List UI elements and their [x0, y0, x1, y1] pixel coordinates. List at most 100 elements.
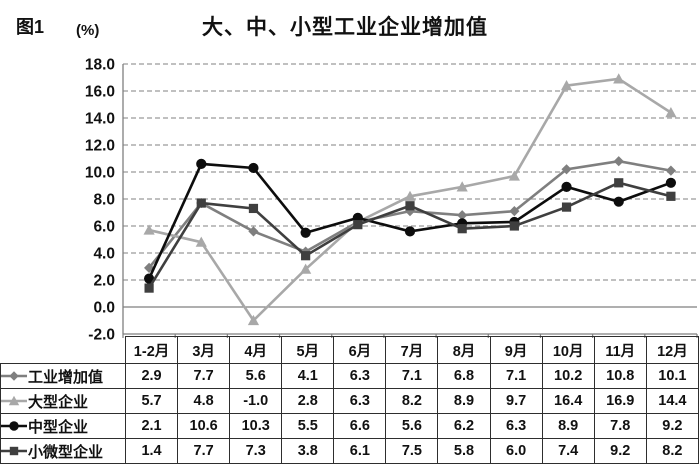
triangle-marker-icon: [8, 395, 20, 406]
value-cell: 7.8: [593, 413, 647, 439]
legend-key: 小微型企业: [1, 441, 125, 462]
y-axis-tick-label: 0.0: [93, 300, 115, 317]
y-axis-tick-label: 18.0: [85, 57, 115, 74]
triangle-marker-icon: [247, 314, 260, 326]
month-header-cell: 6月: [333, 336, 387, 364]
value-cell: 6.0: [489, 438, 543, 464]
triangle-marker-icon: [456, 181, 468, 192]
value-cell: 6.3: [333, 363, 387, 389]
diamond-marker-icon: [457, 210, 468, 221]
series-name-label: 大型企业: [28, 393, 89, 411]
series-name-label: 工业增加值: [28, 368, 104, 386]
series-name-label: 中型企业: [28, 418, 89, 436]
table-row: 大型企业 5.7 4.8 -1.0 2.8 6.3 8.2 8.9 9.7 16.4 16.9 14.…: [0, 388, 700, 414]
square-marker-icon: [509, 221, 519, 231]
line-chart: 18.0 16.0 14.0 12.0 10.0 8.0 6.0 4.0 2.0 0.0 -2.0: [85, 57, 698, 340]
month-header-cell: 8月: [437, 336, 491, 364]
value-cell: 4.1: [281, 363, 335, 389]
value-cell: 1.4: [124, 438, 179, 464]
y-axis-tick-label: 4.0: [93, 246, 115, 263]
square-marker-icon: [614, 178, 624, 188]
circle-marker-icon: [561, 181, 572, 192]
series-legend-cell: 小微型企业: [0, 438, 126, 464]
square-marker-icon: [561, 202, 572, 212]
circle-marker-icon: [613, 196, 624, 207]
value-cell: 7.5: [385, 438, 439, 464]
value-cell: 7.7: [177, 363, 231, 389]
square-marker-icon: [301, 251, 311, 261]
diamond-legend-icon: [1, 371, 27, 381]
diamond-marker-icon: [509, 206, 520, 217]
value-cell: 5.5: [281, 413, 335, 439]
triangle-marker-icon: [508, 170, 520, 181]
series-1-triangle: [143, 73, 677, 326]
triangle-marker-icon: [613, 73, 625, 84]
value-cell: 9.2: [593, 438, 647, 464]
triangle-marker-icon: [665, 107, 677, 118]
value-cell: 2.9: [124, 363, 179, 389]
triangle-marker-icon: [560, 80, 573, 91]
value-cell: 6.6: [333, 413, 387, 439]
series-legend-cell: 中型企业: [0, 413, 126, 439]
month-header-cell: 9月: [489, 336, 543, 364]
value-cell: 6.3: [333, 388, 387, 414]
value-cell: 8.9: [437, 388, 491, 414]
value-cell: 9.7: [489, 388, 543, 414]
month-header-cell: 12月: [645, 336, 700, 364]
y-axis-tick-label: 10.0: [85, 165, 115, 182]
figure-label: 图1: [16, 17, 45, 37]
diamond-marker-icon: [665, 165, 677, 176]
value-cell: 16.9: [593, 388, 647, 414]
value-cell: 16.4: [541, 388, 595, 414]
square-marker-icon: [196, 198, 206, 208]
y-axis-tick-label: 14.0: [85, 111, 115, 128]
value-cell: 7.1: [385, 363, 439, 389]
value-cell: 8.9: [541, 413, 595, 439]
legend-key: 工业增加值: [1, 366, 125, 387]
y-axis-tick-label: 16.0: [85, 84, 115, 101]
value-cell: 7.4: [541, 438, 595, 464]
value-cell: 7.1: [489, 363, 543, 389]
month-header-cell: 10月: [541, 336, 595, 364]
square-marker-icon: [353, 220, 363, 230]
chart-title: 大、中、小型工业企业增加值: [202, 16, 488, 39]
value-cell: 10.1: [645, 363, 700, 389]
month-header-cell: 3月: [177, 336, 231, 364]
chart-data-table: 1-2月 3月 4月 5月 6月 7月 8月 9月 10月 11月 12月 工业增加值 2.9 7.7 5.…: [0, 336, 700, 464]
value-cell: 10.6: [177, 413, 231, 439]
month-header-cell: 11月: [593, 336, 647, 364]
y-axis-tick-label: 8.0: [93, 192, 115, 209]
circle-marker-icon: [300, 227, 311, 238]
legend-key: 中型企业: [1, 416, 125, 437]
circle-marker-icon: [665, 177, 677, 188]
value-cell: 2.8: [281, 388, 335, 414]
value-cell: 4.8: [177, 388, 231, 414]
value-cell: 9.2: [645, 413, 700, 439]
month-header-cell: 4月: [229, 336, 283, 364]
month-header-cell: 7月: [385, 336, 439, 364]
month-header-cell: 1-2月: [124, 336, 179, 364]
value-cell: 8.2: [385, 388, 439, 414]
value-cell: 5.6: [385, 413, 439, 439]
value-cell: 10.2: [541, 363, 595, 389]
legend-key: 大型企业: [1, 391, 125, 412]
y-axis-tick-label: 2.0: [93, 273, 115, 290]
square-marker-icon: [9, 446, 19, 456]
series-name-label: 小微型企业: [28, 443, 104, 461]
square-marker-icon: [457, 224, 467, 234]
series-legend-cell: 工业增加值: [0, 363, 126, 389]
diamond-marker-icon: [613, 156, 624, 167]
value-cell: 6.8: [437, 363, 491, 389]
series-3-square: [144, 178, 676, 293]
series-legend-cell: 大型企业: [0, 388, 126, 414]
value-cell: 6.2: [437, 413, 491, 439]
series-line: [147, 162, 672, 280]
value-cell: 10.3: [229, 413, 283, 439]
square-marker-icon: [144, 283, 154, 293]
table-row: 小微型企业 1.4 7.7 7.3 3.8 6.1 7.5 5.8 6.0 7.4 9.2 8.2: [0, 438, 700, 464]
value-cell: 6.3: [489, 413, 543, 439]
value-cell: 3.8: [281, 438, 335, 464]
triangle-marker-icon: [404, 190, 416, 201]
unit-label: (%): [76, 22, 100, 39]
table-row: 中型企业 2.1 10.6 10.3 5.5 6.6 5.6 6.2 6.3 8.9 7.8 9.2: [0, 413, 700, 439]
